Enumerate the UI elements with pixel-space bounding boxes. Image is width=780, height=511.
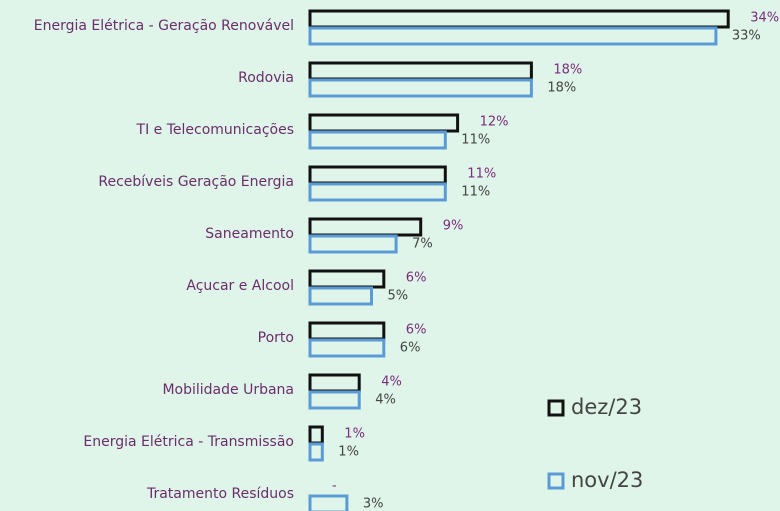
value-label: 33% (732, 29, 761, 44)
legend-label: nov/23 (571, 468, 643, 492)
value-label: 18% (553, 63, 582, 78)
bar (308, 130, 447, 150)
value-label: 18% (547, 81, 576, 96)
bar (308, 425, 324, 445)
category-label: Energia Elétrica - Transmissão (83, 434, 294, 450)
bar (308, 234, 398, 254)
value-label: 11% (461, 185, 490, 200)
value-label: 7% (412, 237, 433, 252)
bar (308, 9, 730, 29)
value-label: 9% (443, 219, 464, 234)
bar (308, 442, 324, 462)
value-label: 6% (406, 271, 427, 286)
bar (308, 286, 373, 306)
category-label: Mobilidade Urbana (162, 382, 294, 398)
bar (308, 61, 533, 81)
bar (308, 26, 718, 46)
category-label: Tratamento Resíduos (146, 486, 294, 502)
value-label: 12% (480, 115, 509, 130)
category-label: TI e Telecomunicações (136, 122, 294, 138)
category-label: Recebíveis Geração Energia (98, 174, 294, 190)
legend-label: dez/23 (571, 395, 642, 419)
category-label: Energia Elétrica - Geração Renovável (34, 18, 294, 34)
bar (308, 373, 361, 393)
value-label: 6% (400, 341, 421, 356)
category-label: Saneamento (205, 226, 294, 242)
bar (308, 165, 447, 185)
value-label: - (332, 479, 337, 494)
value-label: 1% (338, 445, 359, 460)
legend-swatch (547, 472, 565, 490)
bar (308, 321, 386, 341)
category-label: Porto (258, 330, 294, 346)
value-label: 6% (406, 323, 427, 338)
category-label: Rodovia (238, 70, 294, 86)
bar (308, 338, 386, 358)
bar (308, 269, 386, 289)
value-label: 34% (750, 11, 779, 26)
category-label: Açucar e Alcool (186, 278, 294, 294)
bar (308, 494, 349, 511)
legend-swatch (547, 399, 565, 417)
value-label: 11% (467, 167, 496, 182)
value-label: 3% (363, 497, 384, 511)
value-label: 1% (344, 427, 365, 442)
value-label: 11% (461, 133, 490, 148)
bar (308, 78, 533, 98)
bar (308, 217, 423, 237)
bar (308, 113, 460, 133)
value-label: 5% (388, 289, 409, 304)
value-label: 4% (375, 393, 396, 408)
value-label: 4% (381, 375, 402, 390)
bar (308, 182, 447, 202)
bar (308, 390, 361, 410)
